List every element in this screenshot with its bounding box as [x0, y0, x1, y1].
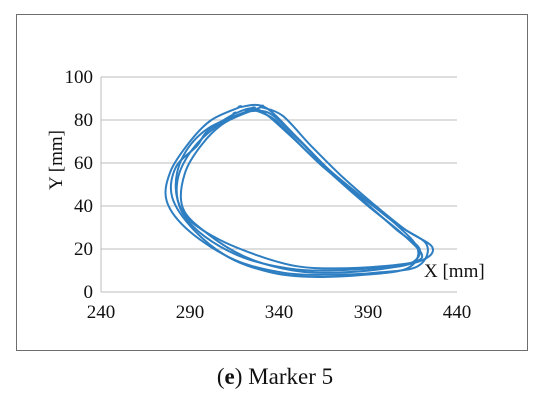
caption-text: Marker 5: [242, 364, 334, 389]
x-tick-label: 290: [176, 302, 205, 323]
series-line: [164, 103, 429, 276]
x-tick-label: 240: [87, 302, 116, 323]
y-tick-label: 20: [74, 239, 93, 260]
x-tick-label: 440: [443, 302, 472, 323]
x-tick-labels: 240 290 340 390 440: [87, 302, 472, 323]
y-tick-label: 40: [74, 196, 93, 217]
series-line: [169, 107, 420, 278]
y-tick-labels: 0 20 40 60 80 100: [65, 67, 94, 303]
y-axis-label: Y [mm]: [46, 130, 67, 190]
caption-letter: e: [224, 364, 235, 389]
y-tick-label: 80: [74, 110, 93, 131]
figure-caption: (e) Marker 5: [216, 364, 334, 389]
y-tick-label: 0: [84, 282, 94, 303]
x-tick-label: 340: [265, 302, 294, 323]
x-axis-label: X [mm]: [424, 261, 485, 282]
trajectory-series: [164, 103, 435, 278]
y-tick-label: 60: [74, 153, 93, 174]
series-line: [179, 104, 435, 274]
grid-lines: [100, 76, 457, 293]
y-tick-label: 100: [65, 67, 94, 88]
x-tick-label: 390: [354, 302, 383, 323]
